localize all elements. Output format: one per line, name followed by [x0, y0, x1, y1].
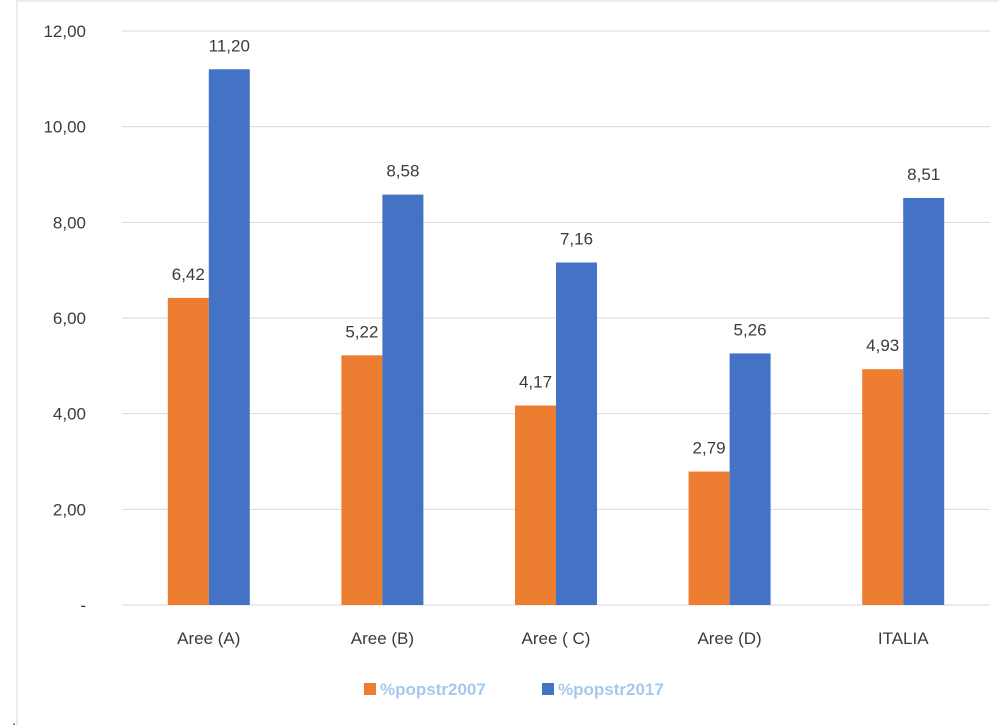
legend: %popstr2007 %popstr2017: [364, 680, 664, 699]
y-tick-label: 2,00: [53, 500, 86, 519]
data-label: 7,16: [560, 230, 593, 249]
x-category-label: Aree (D): [697, 629, 761, 648]
bar-pct-popstr2017-0: [208, 69, 250, 606]
legend-label: %popstr2017: [558, 680, 664, 699]
bar-pct-popstr2017-4: [903, 197, 945, 605]
bars: [167, 69, 945, 606]
data-label: 4,93: [866, 336, 899, 355]
footnote-mark: .: [12, 712, 16, 728]
bar-pct-popstr2007-3: [688, 471, 730, 605]
data-label: 6,42: [172, 265, 205, 284]
legend-swatch: [364, 683, 376, 695]
bar-pct-popstr2017-1: [382, 194, 424, 605]
bar-pct-popstr2007-2: [515, 405, 556, 605]
data-label: 2,79: [693, 439, 726, 458]
bar-pct-popstr2007-0: [167, 297, 209, 605]
data-label: 11,20: [209, 36, 250, 55]
x-category-label: Aree ( C): [522, 629, 591, 648]
y-tick-label: 6,00: [53, 309, 86, 328]
y-axis-ticks: - 2,00 4,00 6,00 8,00 10,00 12,00: [43, 22, 86, 615]
y-tick-label: 10,00: [43, 118, 86, 137]
data-label: 8,51: [907, 165, 940, 184]
x-category-label: Aree (A): [177, 629, 240, 648]
data-labels: 6,42 11,20 5,22 8,58 4,17 7,16 2,79 5,26 4,93 8,5…: [172, 36, 940, 457]
legend-label: %popstr2007: [380, 680, 486, 699]
bar-pct-popstr2007-4: [862, 369, 904, 605]
y-tick-label: -: [80, 596, 86, 615]
bar-pct-popstr2017-2: [556, 262, 597, 605]
data-label: 4,17: [519, 373, 552, 392]
y-tick-label: 8,00: [53, 213, 86, 232]
x-category-label: Aree (B): [351, 629, 414, 648]
y-tick-label: 4,00: [53, 405, 86, 424]
x-axis-categories: Aree (A) Aree (B) Aree ( C) Aree (D) ITALIA: [177, 629, 929, 648]
bar-pct-popstr2007-1: [341, 355, 383, 605]
data-label: 8,58: [386, 162, 419, 181]
x-category-label: ITALIA: [878, 629, 929, 648]
y-tick-label: 12,00: [43, 22, 86, 41]
bar-pct-popstr2017-3: [729, 353, 771, 605]
legend-swatch: [542, 683, 554, 695]
data-label: 5,26: [734, 320, 767, 339]
data-label: 5,22: [345, 322, 378, 341]
